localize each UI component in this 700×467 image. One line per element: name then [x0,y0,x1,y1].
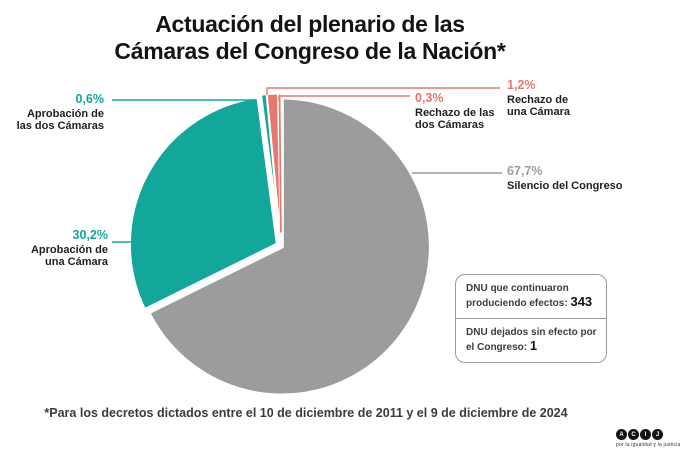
logo-letter-badge: J [652,429,663,440]
logo-tagline: por la igualdad y la justicia [616,442,681,448]
leader-line [278,95,410,101]
callout-label: las dos Cámaras [16,120,104,132]
pie-slice-aprobacion-una-camara [126,94,280,313]
callout-label: dos Cámaras [415,119,485,131]
callout-silencio-del-congreso: 67,7% Silencio del Congreso [507,165,623,192]
callout-label: una Cámara [45,256,108,268]
dnu-info-box: DNU que continuaron produciendo efectos:… [455,274,607,363]
callout-pct: 1,2% [507,78,536,92]
callout-label: Aprobación de [30,243,108,256]
info-row-label: DNU dejados sin efecto por el Congreso: [466,327,597,353]
callout-label: Aprobación de [26,107,104,120]
page-title: Actuación del plenario de las Cámaras de… [10,11,610,65]
title-line2: Cámaras del Congreso de la Nación* [114,38,506,64]
footnote: *Para los decretos dictados entre el 10 … [44,406,568,420]
info-row-dnu-sin-efecto: DNU dejados sin efecto por el Congreso: … [456,318,606,362]
callout-aprobacion-dos-camaras: 0,6% Aprobación de las dos Cámaras [17,93,104,133]
callout-pct: 0,3% [415,91,444,105]
callout-rechazo-dos-camaras: 0,3% Rechazo de las dos Cámaras [415,92,494,132]
callout-aprobacion-una-camara: 30,2% Aprobación de una Cámara [31,229,108,269]
info-row-value: 1 [529,338,538,353]
title-line1: Actuación del plenario de las [155,11,465,37]
logo-letter-badge: C [628,429,639,440]
callout-label: Rechazo de [507,93,569,106]
logo-letter-badge: A [616,429,627,440]
callout-label: una Cámara [507,106,570,118]
logo-letter-badge: I [640,429,651,440]
pie-slice-rechazo-dos-camaras [278,94,282,233]
callout-rechazo-una-camara: 1,2% Rechazo de una Cámara [507,79,570,119]
callout-pct: 67,7% [507,164,543,178]
leader-line [266,87,500,95]
info-row-value: 343 [570,294,593,309]
callout-label: Silencio del Congreso [507,179,623,192]
info-row-label: DNU que continuaron produciendo efectos: [466,283,569,309]
info-row-dnu-vigentes: DNU que continuaron produciendo efectos:… [456,275,606,318]
acij-logo-letters: A C I J [616,429,680,440]
callout-pct: 30,2% [72,228,108,242]
pie-slice-silencio-del-congreso [146,95,433,398]
acij-logo: A C I J por la igualdad y la justicia [616,429,680,448]
callout-label: Rechazo de las [415,106,495,119]
callout-pct: 0,6% [75,92,105,106]
